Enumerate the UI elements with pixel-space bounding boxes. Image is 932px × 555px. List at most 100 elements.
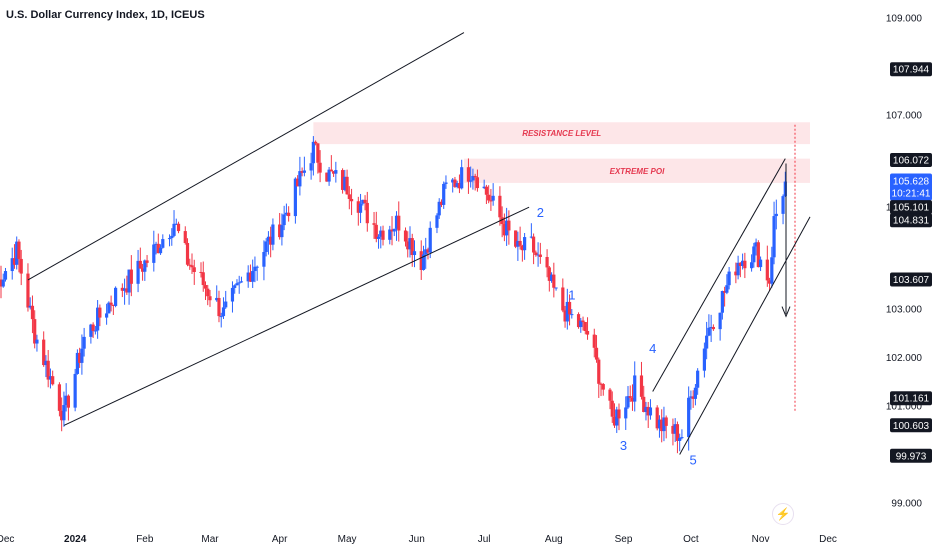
- candle-body: [581, 321, 584, 322]
- candle-body: [743, 261, 746, 268]
- x-tick-label: Aug: [545, 534, 563, 545]
- candle-body: [58, 384, 61, 411]
- candle-body: [312, 142, 315, 163]
- candle-body: [256, 267, 259, 268]
- candle-body: [283, 214, 286, 225]
- candle-body: [435, 215, 438, 227]
- trendline: [64, 207, 529, 425]
- candle-body: [629, 396, 632, 398]
- candle-body: [372, 223, 375, 225]
- candle-body: [393, 229, 396, 232]
- candle-body: [552, 275, 555, 288]
- x-tick-label: Nov: [752, 534, 770, 545]
- x-tick-label: Oct: [683, 534, 699, 545]
- candle-body: [184, 231, 187, 243]
- candle-body: [202, 272, 205, 285]
- candle-body: [67, 396, 70, 408]
- candle-body: [280, 225, 283, 237]
- candle-body: [696, 371, 699, 388]
- candle-body: [330, 170, 333, 172]
- candle-body: [703, 349, 706, 371]
- candle-body: [314, 142, 317, 144]
- candle-body: [193, 267, 196, 272]
- y-tick-label: 99.000: [891, 499, 922, 510]
- candle-body: [469, 180, 472, 181]
- candle-body: [487, 195, 490, 201]
- candle-body: [161, 239, 164, 248]
- candle-body: [532, 237, 535, 253]
- candle-body: [235, 283, 238, 285]
- candle-body: [460, 167, 463, 188]
- x-tick-label: Dec: [819, 534, 837, 545]
- candle-body: [310, 163, 313, 170]
- candle-body: [680, 437, 683, 438]
- candle-body: [781, 196, 784, 214]
- candle-body: [98, 308, 101, 318]
- candle-body: [770, 257, 773, 283]
- candle-body: [110, 303, 113, 305]
- x-tick-label: Apr: [272, 534, 288, 545]
- candle-body: [240, 281, 243, 282]
- price-label: 106.072: [893, 156, 930, 167]
- candle-body: [366, 203, 369, 223]
- candle-body: [159, 248, 162, 253]
- candle-body: [429, 228, 432, 253]
- candle-body: [83, 337, 86, 349]
- candle-body: [303, 170, 306, 172]
- candle-body: [172, 224, 175, 236]
- x-tick-label: May: [338, 534, 357, 545]
- candle-body: [377, 237, 380, 239]
- candle-body: [485, 187, 488, 195]
- candle-body: [498, 196, 501, 217]
- candle-body: [231, 288, 234, 302]
- candle-body: [20, 259, 23, 274]
- candle-body: [611, 401, 614, 417]
- candle-body: [640, 375, 643, 396]
- candle-body: [271, 224, 274, 244]
- candle-body: [35, 340, 38, 344]
- candle-body: [381, 231, 384, 240]
- candle-body: [177, 224, 180, 231]
- candle-body: [593, 335, 596, 348]
- price-label: 105.101: [893, 203, 930, 214]
- candle-body: [568, 302, 571, 314]
- candle-body: [51, 376, 54, 384]
- candle-body: [31, 306, 34, 319]
- candle-body: [492, 196, 495, 201]
- candle-body: [617, 409, 620, 418]
- candle-body: [687, 398, 690, 437]
- candle-body: [539, 255, 542, 257]
- candle-body: [233, 285, 236, 288]
- candle-body: [649, 407, 652, 415]
- x-tick-label: 2024: [64, 534, 87, 545]
- candle-body: [26, 274, 29, 308]
- candle-body: [348, 194, 351, 199]
- candle-body: [694, 388, 697, 399]
- lightning-bolt-icon[interactable]: ⚡: [772, 503, 794, 525]
- candle-body: [570, 314, 573, 315]
- candle-body: [597, 360, 600, 384]
- candle-body: [476, 177, 479, 188]
- x-tick-label: Sep: [615, 534, 633, 545]
- candle-body: [442, 184, 445, 205]
- candle-body: [752, 246, 755, 262]
- candle-body: [287, 213, 290, 216]
- candle-body: [728, 272, 731, 286]
- candle-body: [775, 214, 778, 216]
- candle-body: [327, 170, 330, 182]
- candle-body: [170, 236, 173, 238]
- trendline: [28, 33, 464, 280]
- candle-body: [262, 252, 265, 267]
- candle-body: [92, 325, 95, 331]
- candle-body: [725, 285, 728, 293]
- x-tick-label: Mar: [201, 534, 219, 545]
- candle-body: [467, 167, 470, 182]
- candle-body: [220, 316, 223, 317]
- candle-body: [319, 163, 322, 173]
- candle-body: [204, 285, 207, 289]
- candle-body: [94, 331, 97, 332]
- wave-label: 3: [620, 438, 627, 453]
- candle-body: [397, 216, 400, 231]
- candle-body: [678, 438, 681, 441]
